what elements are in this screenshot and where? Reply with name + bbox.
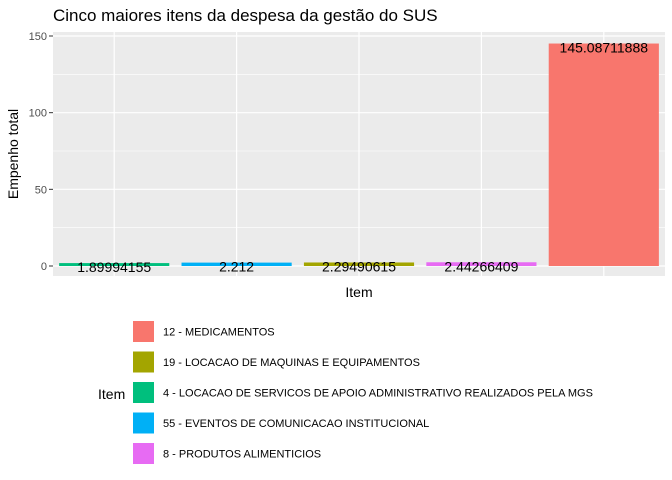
bar — [426, 262, 537, 266]
legend-key — [133, 443, 154, 464]
data-labels: 1.89994155 2.212 2.29490615 2.44266409 145.0… — [77, 40, 648, 276]
data-label: 1.89994155 — [77, 259, 151, 275]
bar — [59, 263, 170, 266]
gridlines — [53, 32, 665, 276]
data-label: 145.08711888 — [560, 40, 649, 56]
y-tick-label: 150 — [29, 31, 47, 43]
legend-title: Item — [98, 386, 125, 402]
data-label: 2.44266409 — [444, 258, 518, 274]
bar — [181, 262, 292, 266]
legend-key — [133, 321, 154, 342]
legend-item-label: 12 - MEDICAMENTOS — [163, 327, 275, 339]
y-tick-label: 100 — [29, 108, 47, 120]
x-axis-title: Item — [345, 284, 372, 300]
data-label: 2.29490615 — [322, 258, 396, 274]
legend-item-label: 55 - EVENTOS DE COMUNICACAO INSTITUCIONA… — [163, 418, 429, 430]
bars — [59, 43, 659, 267]
y-axis-title: Empenho total — [5, 109, 21, 199]
y-tick-label: 50 — [35, 184, 47, 196]
legend-key — [133, 412, 154, 434]
legend-key — [133, 351, 154, 373]
legend-key — [133, 382, 154, 403]
bar — [303, 262, 415, 266]
legend-item-label: 19 - LOCACAO DE MAQUINAS E EQUIPAMENTOS — [163, 357, 420, 369]
legend: Item 12 - MEDICAMENTOS 19 - LOCACAO DE MA… — [98, 321, 593, 464]
bar — [548, 43, 659, 267]
y-tick-label: 0 — [41, 261, 47, 273]
chart-title: Cinco maiores itens da despesa da gestão… — [53, 6, 438, 25]
data-label: 2.212 — [219, 259, 254, 275]
y-axis: 0 50 100 150 — [29, 31, 53, 273]
legend-item-label: 8 - PRODUTOS ALIMENTICIOS — [163, 449, 321, 461]
legend-item-label: 4 - LOCACAO DE SERVICOS DE APOIO ADMINIS… — [163, 388, 593, 400]
